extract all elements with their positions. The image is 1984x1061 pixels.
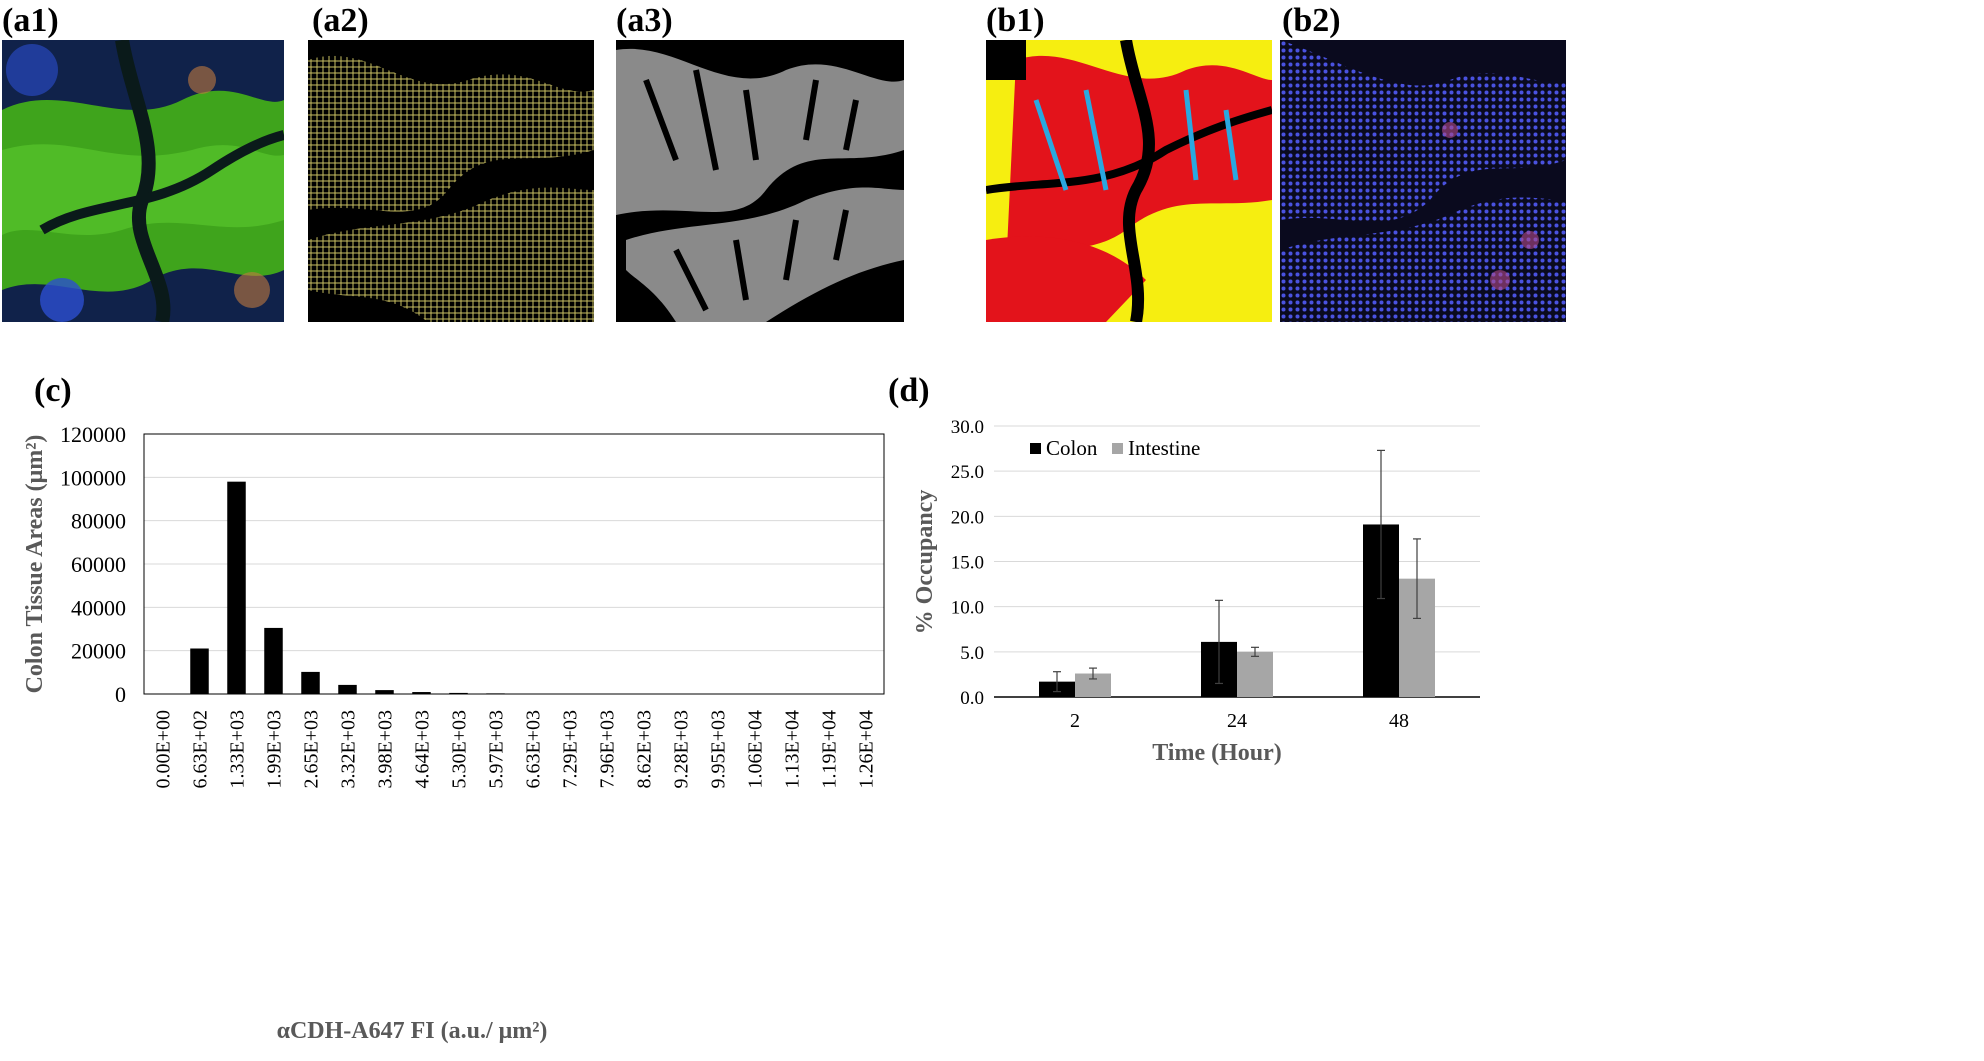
micrograph-b1-image [986,40,1272,322]
chart-c-bar [449,692,468,694]
chart-d-y-tick-label: 25.0 [951,462,984,483]
chart-d-bars [1039,449,1435,697]
chart-d-error-bar [1215,599,1223,685]
chart-d-bar [1237,651,1273,697]
chart-c-x-tick-label: 7.29E+03 [560,710,582,789]
chart-c-x-tick-label: 2.65E+03 [301,710,323,789]
chart-d-x-ticks: 2 24 48 [1070,710,1409,732]
chart-d-legend-label: Intestine [1128,436,1200,460]
panel-label-b2: (b2) [1282,2,1341,39]
chart-c-bar [264,627,283,694]
chart-c-y-tick-label: 0 [115,682,126,707]
chart-d-x-tick-label: 48 [1389,710,1409,732]
chart-c-plot-frame [143,433,885,695]
panel-label-a3: (a3) [616,2,673,39]
micrograph-a2 [308,40,594,322]
chart-c-x-tick-label: 1.13E+04 [782,710,804,789]
chart-c-x-tick-label: 6.63E+03 [523,710,545,789]
micrograph-b1 [986,40,1272,322]
micrograph-a1-image [2,40,284,322]
chart-d-bar [1399,578,1435,697]
chart-c-y-tick-label: 120000 [60,422,126,447]
chart-d-bar [1039,681,1075,697]
chart-c-x-tick-label: 1.19E+04 [819,710,841,789]
chart-d-y-ticks: 0.0 5.0 10.0 15.0 20.0 25.0 30.0 [951,417,984,709]
chart-c-y-tick-label: 100000 [60,465,126,490]
chart-d-bar [1201,641,1237,697]
chart-c-x-axis-label: αCDH-A647 FI (a.u./ μm²) [277,1018,548,1044]
chart-c-bar [227,481,246,694]
chart-c-bar [486,693,505,694]
chart-c-y-tick-label: 40000 [71,595,126,620]
chart-c-bar [338,684,357,694]
chart-d-error-bar [1251,646,1259,657]
chart-c-x-tick-label: 5.30E+03 [449,710,471,789]
micrograph-a1 [2,40,284,322]
panel-label-a1: (a1) [2,2,59,39]
chart-c-x-tick-label: 3.98E+03 [375,710,397,789]
chart-c-x-tick-label: 0.00E+00 [153,710,175,789]
chart-d-error-bar [1089,667,1097,680]
micrograph-b2 [1280,40,1566,322]
chart-d-x-axis-label: Time (Hour) [1152,740,1282,766]
chart-c-bar [190,648,209,694]
chart-c-bar [301,671,320,694]
chart-d-legend: Colon Intestine [1030,436,1200,460]
chart-c-x-tick-label: 7.96E+03 [597,710,619,789]
chart-d-y-tick-label: 15.0 [951,553,984,574]
chart-c-x-tick-label: 4.64E+03 [412,710,434,789]
chart-c-bar [375,690,394,694]
chart-c: 0 20000 40000 60000 80000 100000 120000 0.00E+… [22,422,885,1044]
chart-d-y-tick-label: 20.0 [951,507,984,528]
chart-d-grid [994,425,1480,653]
chart-c-x-tick-label: 8.62E+03 [634,710,656,789]
panel-label-d: (d) [888,372,930,409]
chart-c-bar [412,692,431,694]
chart-d-legend-item: Colon [1030,436,1098,460]
chart-d-error-bar [1413,538,1421,620]
chart-c-y-tick-label: 20000 [71,639,126,664]
chart-c-x-tick-label: 5.97E+03 [486,710,508,789]
chart-c-y-axis-label: Colon Tissue Areas (μm²) [22,435,48,694]
chart-d-error-bar [1377,449,1385,600]
chart-d-error-bar [1053,671,1061,693]
chart-d-x-tick-label: 2 [1070,710,1080,732]
chart-c-x-ticks: 0.00E+00 6.63E+02 1.33E+03 1.99E+03 2.65E+03… [153,710,878,789]
chart-c-x-tick-label: 3.32E+03 [338,710,360,789]
chart-d-x-tick-label: 24 [1227,710,1247,732]
chart-c-x-tick-label: 9.28E+03 [671,710,693,789]
micrograph-a3 [616,40,904,322]
chart-d-y-axis-label: % Occupancy [912,490,938,635]
micrograph-a3-image [616,40,904,322]
chart-c-x-tick-label: 1.06E+04 [745,710,767,789]
chart-d-y-tick-label: 0.0 [960,688,984,709]
chart-d-y-tick-label: 10.0 [951,598,984,619]
chart-c-bars [190,481,875,694]
chart-d-bar [1363,524,1399,697]
chart-c-y-tick-label: 60000 [71,552,126,577]
chart-c-y-tick-label: 80000 [71,509,126,534]
micrograph-b2-image [1280,40,1566,322]
chart-d-y-tick-label: 5.0 [960,643,984,664]
chart-c-x-tick-label: 1.33E+03 [227,710,249,789]
chart-c-y-ticks: 0 20000 40000 60000 80000 100000 120000 [60,422,126,707]
chart-d-legend-swatch [1030,443,1041,454]
panel-label-c: (c) [34,372,72,409]
chart-c-x-tick-label: 9.95E+03 [708,710,730,789]
chart-d-legend-label: Colon [1046,436,1098,460]
chart-c-x-tick-label: 1.99E+03 [264,710,286,789]
chart-c-x-tick-label: 1.26E+04 [856,710,878,789]
chart-d-bar [1075,673,1111,697]
chart-d-y-tick-label: 30.0 [951,417,984,438]
chart-d-legend-item: Intestine [1112,436,1200,460]
chart-c-x-tick-label: 6.63E+02 [190,710,212,789]
chart-c-grid [144,433,884,695]
chart-d-legend-swatch [1112,443,1123,454]
panel-label-b1: (b1) [986,2,1045,39]
panel-label-a2: (a2) [312,2,369,39]
micrograph-a2-image [308,40,594,322]
